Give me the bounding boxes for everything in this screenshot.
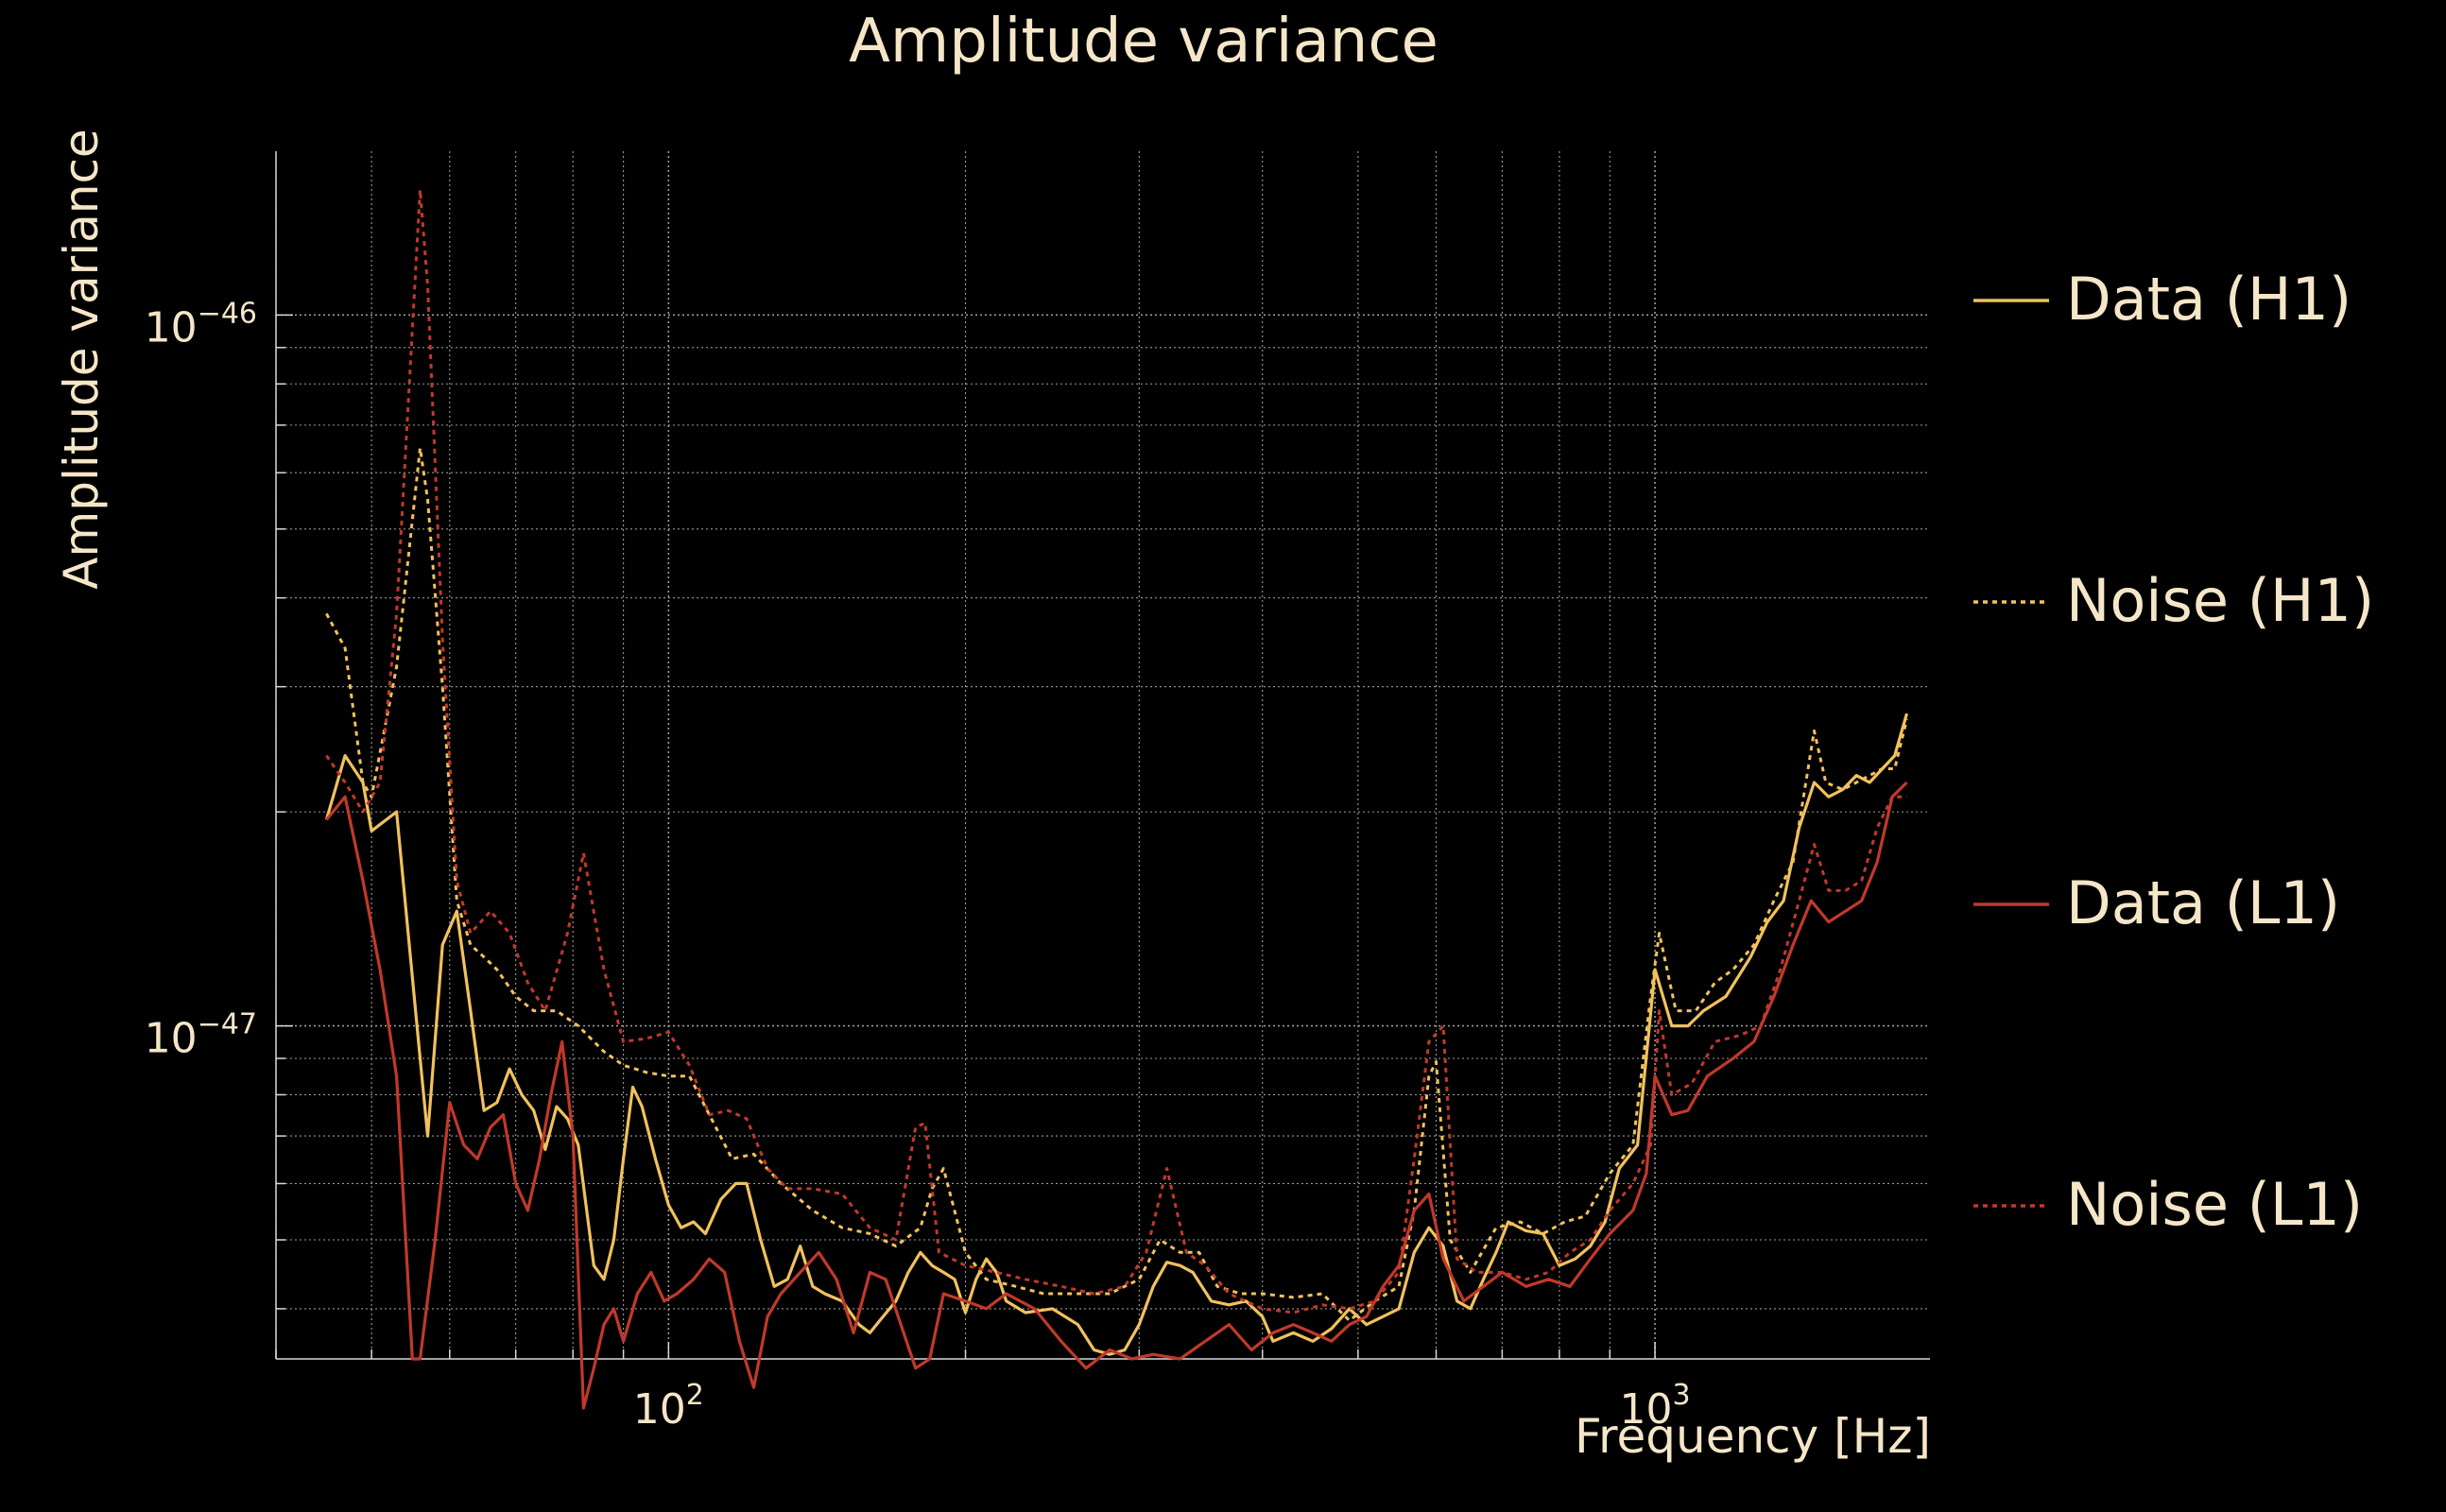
- legend-label: Data (H1): [2066, 265, 2351, 334]
- series-line-1: [325, 446, 1908, 1322]
- x-axis-label: Frequency [Hz]: [1575, 1409, 1931, 1464]
- y-axis-label: Amplitude variance: [54, 129, 109, 589]
- legend: Data (H1) Noise (H1) Data (L1) Noise (L1): [1973, 265, 2374, 1239]
- y-tick-label: 10−46: [145, 297, 257, 352]
- y-tick-label: 10−47: [145, 1008, 257, 1063]
- x-tick-label: 103: [1620, 1379, 1691, 1434]
- tick-labels: 102 103 10−46 10−47: [145, 297, 1691, 1434]
- x-tick-label: 102: [633, 1379, 704, 1434]
- series-lines: [324, 188, 1909, 1410]
- legend-label: Data (L1): [2066, 868, 2340, 937]
- legend-label: Noise (L1): [2066, 1170, 2363, 1239]
- axes: [275, 151, 1930, 1360]
- series-line-2: [325, 781, 1908, 1410]
- grid-lines: [275, 151, 1930, 1359]
- series-line-3: [325, 188, 1907, 1314]
- legend-label: Noise (H1): [2066, 566, 2374, 635]
- chart-title: Amplitude variance: [849, 7, 1438, 77]
- series-line-0: [324, 713, 1909, 1356]
